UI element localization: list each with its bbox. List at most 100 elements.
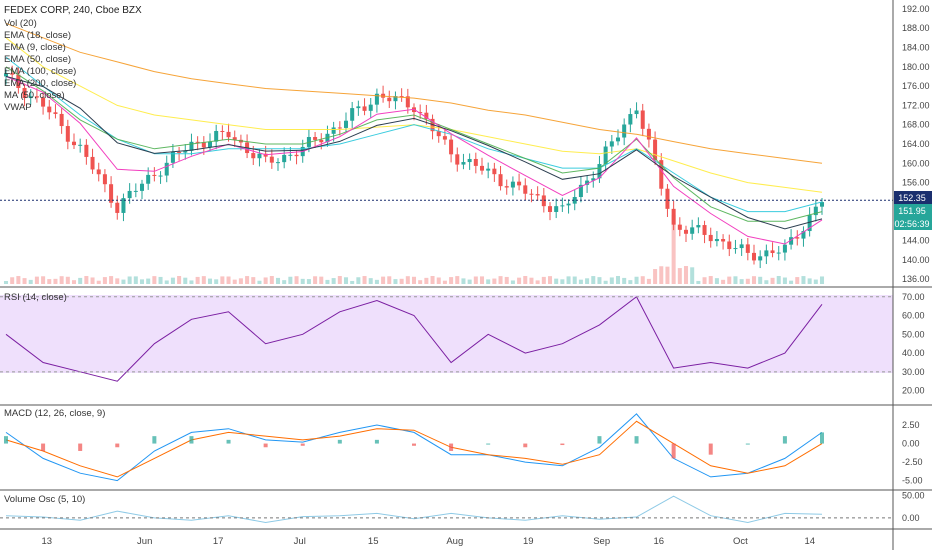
candle[interactable] [374,93,379,105]
candle[interactable] [597,164,602,179]
candle[interactable] [690,227,695,234]
candle[interactable] [677,224,682,230]
candle[interactable] [671,208,676,225]
candle[interactable] [10,73,15,75]
macd-panel[interactable] [4,413,824,482]
candle[interactable] [177,151,182,153]
time-axis[interactable]: 13 Jun 17 Jul 15 Aug 19 Sep 16 Oct 14 [42,536,816,547]
candle[interactable] [758,256,763,261]
candle[interactable] [183,150,188,153]
candle[interactable] [473,158,478,166]
candle[interactable] [721,239,726,242]
candle[interactable] [585,180,590,185]
candle[interactable] [214,130,219,142]
candle[interactable] [696,225,701,228]
candle[interactable] [504,186,509,188]
candle[interactable] [436,131,441,137]
candle[interactable] [393,96,398,102]
candle[interactable] [461,162,466,165]
candle[interactable] [362,106,367,111]
candle[interactable] [782,244,787,253]
candle[interactable] [368,104,373,111]
candle[interactable] [158,175,163,177]
candle[interactable] [554,206,559,212]
candle[interactable] [251,153,256,159]
candle[interactable] [399,96,404,98]
candle[interactable] [628,114,633,125]
candle[interactable] [41,97,46,107]
candle[interactable] [442,136,447,140]
candle[interactable] [714,239,719,242]
candle[interactable] [115,202,120,213]
candle[interactable] [683,229,689,234]
candle[interactable] [269,156,274,163]
candle[interactable] [578,184,583,198]
candle[interactable] [449,139,454,155]
candle[interactable] [59,113,64,127]
candle[interactable] [22,87,27,99]
candle[interactable] [195,141,200,143]
candle[interactable] [467,158,472,163]
candle[interactable] [146,174,151,184]
candle[interactable] [232,137,237,140]
candle[interactable] [801,231,806,239]
candle[interactable] [282,154,287,163]
candle[interactable] [653,139,658,161]
candle[interactable] [127,190,132,199]
candle[interactable] [492,168,497,175]
candle[interactable] [622,124,627,138]
candle[interactable] [486,168,491,171]
candle[interactable] [659,160,664,189]
candle[interactable] [102,174,107,185]
candle[interactable] [226,131,231,138]
candle[interactable] [745,244,750,253]
candle[interactable] [275,162,281,164]
candle[interactable] [733,248,738,250]
candle[interactable] [807,215,812,232]
candle[interactable] [189,141,194,151]
candle[interactable] [640,110,645,129]
candle[interactable] [47,106,52,113]
candle[interactable] [819,202,825,207]
candle[interactable] [34,96,39,98]
price-axis[interactable]: 192.00 188.00 184.00 180.00 176.00 172.00 168.… [902,4,930,284]
candle[interactable] [727,241,732,250]
candle[interactable] [813,206,818,216]
candle[interactable] [220,130,225,132]
candle[interactable] [90,156,95,170]
candle[interactable] [331,127,336,134]
candle[interactable] [3,73,9,77]
candle[interactable] [294,154,299,157]
candle[interactable] [535,194,540,196]
candle[interactable] [405,96,410,108]
candle[interactable] [387,97,392,102]
candle[interactable] [523,185,528,194]
candle[interactable] [28,96,33,99]
candle[interactable] [288,154,293,156]
candle[interactable] [78,144,83,146]
candle[interactable] [257,153,262,159]
candle[interactable] [455,154,460,165]
candle[interactable] [84,144,89,157]
candle[interactable] [615,137,621,142]
candle[interactable] [634,110,639,115]
candle[interactable] [337,127,342,129]
candle[interactable] [201,142,206,148]
candle[interactable] [547,206,553,212]
candle[interactable] [529,193,534,195]
candle[interactable] [71,141,77,146]
candle[interactable] [424,112,429,119]
candle[interactable] [319,139,324,143]
candle[interactable] [560,205,565,207]
volosc-panel[interactable] [0,495,893,524]
candle[interactable] [510,181,515,188]
candle[interactable] [313,137,318,140]
candle[interactable] [795,237,800,239]
candle[interactable] [665,188,670,209]
candle[interactable] [133,190,138,192]
candle[interactable] [789,237,794,245]
candle[interactable] [566,203,571,206]
rsi-panel[interactable] [0,295,893,382]
candle[interactable] [207,141,213,148]
